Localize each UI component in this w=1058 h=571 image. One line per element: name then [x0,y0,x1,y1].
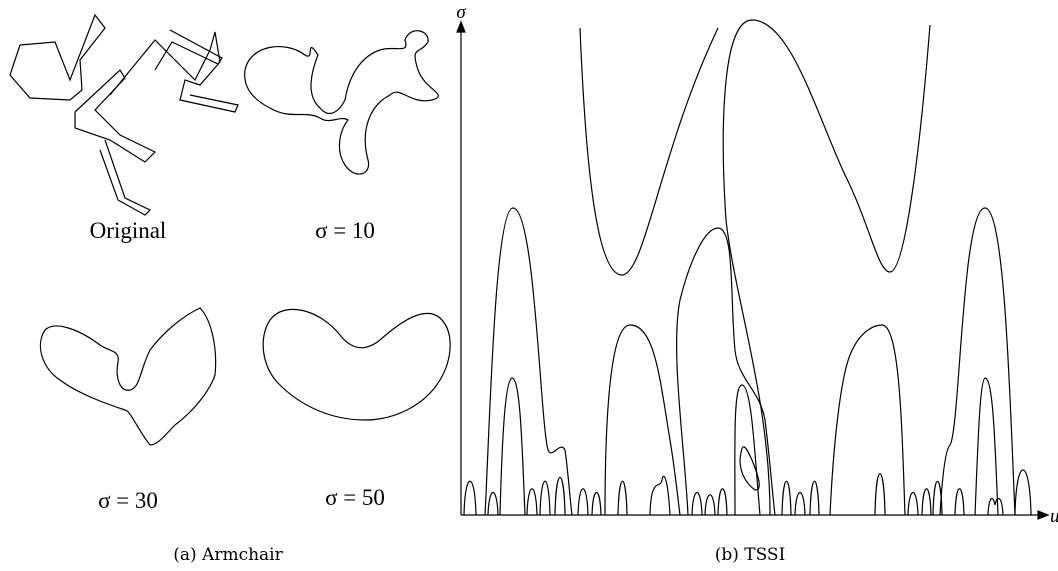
shape-label: σ = 50 [325,485,385,510]
armchair-outline [99,139,152,216]
contour [781,480,792,516]
x-axis-label: u [1050,506,1058,527]
contour [577,488,589,516]
contour [526,488,538,516]
contour [617,480,628,516]
caption: (a) Armchair [173,545,283,565]
smoothed-outline [39,307,217,446]
contour [907,492,919,516]
shape-label: Original [90,218,167,243]
contour [739,446,760,491]
shape-label: σ = 10 [315,218,375,243]
contour [809,480,820,516]
caption: (b) TSSI [715,545,786,565]
shape-label: σ = 30 [98,488,158,513]
armchair-outline [154,29,223,71]
contour [463,480,477,516]
contour [974,377,999,516]
contour [932,480,943,516]
contour [874,473,886,516]
contour [649,475,671,516]
armchair-outline [109,31,239,113]
contour [954,488,965,516]
contour [591,492,602,516]
original-shape [9,13,239,216]
contour [704,494,716,516]
arrow-head [456,20,466,33]
contour [829,324,906,516]
armchair-outline [74,69,157,163]
contour [794,492,806,516]
smoothed-outline [244,30,439,175]
armchair-outline [9,13,106,101]
contour [987,497,1004,516]
contour [939,207,1016,516]
smoothed-outline [262,308,451,421]
contour [691,492,703,516]
contour [554,477,566,516]
contour [921,488,932,516]
contour [539,480,551,516]
contour [676,227,776,516]
y-axis-label: σ [456,2,466,23]
contour [579,27,719,276]
contour [484,207,573,516]
contour [722,19,931,516]
contour [717,488,728,516]
arrow-head [1037,510,1050,520]
contour [734,384,761,516]
contour [1014,469,1032,516]
contour [604,324,681,516]
contour [487,492,499,516]
contour [499,377,526,516]
